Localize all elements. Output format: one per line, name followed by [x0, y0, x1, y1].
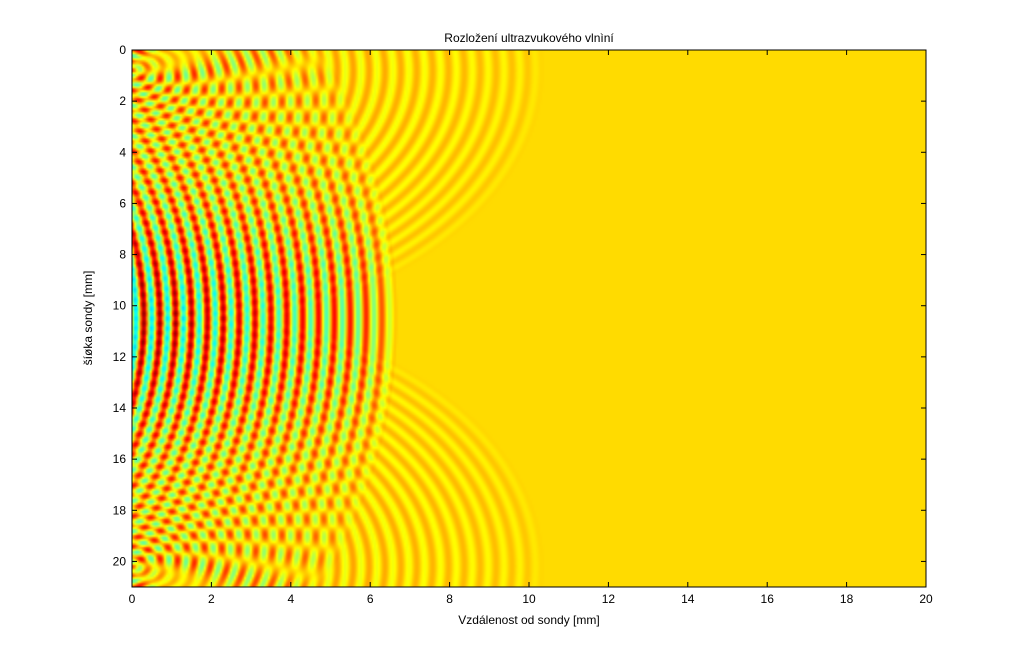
y-tick-label: 18	[113, 503, 127, 517]
x-tick-label: 20	[919, 592, 933, 606]
x-axis-ticks: 0 2 4 6 8 10 12 14 16 18 20	[129, 50, 933, 606]
x-tick-label: 8	[446, 592, 453, 606]
y-axis-label: šíøka sondy [mm]	[81, 271, 95, 366]
x-tick-label: 14	[681, 592, 695, 606]
y-tick-label: 20	[113, 554, 127, 568]
x-tick-label: 10	[522, 592, 536, 606]
x-tick-label: 4	[287, 592, 294, 606]
x-tick-label: 6	[367, 592, 374, 606]
y-tick-label: 12	[113, 350, 127, 364]
y-tick-label: 4	[119, 145, 126, 159]
x-tick-label: 2	[208, 592, 215, 606]
plot-area	[131, 49, 927, 588]
y-tick-label: 10	[113, 299, 127, 313]
heatmap-image	[132, 50, 926, 587]
x-axis-label: Vzdálenost od sondy [mm]	[458, 613, 599, 627]
x-tick-label: 0	[129, 592, 136, 606]
chart-title: Rozložení ultrazvukového vlnìní	[444, 31, 614, 45]
y-axis-ticks: 0 2 4 6 8 10 12 14 16 18 20	[113, 43, 926, 568]
y-tick-label: 8	[119, 248, 126, 262]
x-tick-label: 18	[840, 592, 854, 606]
y-tick-label: 16	[113, 452, 127, 466]
y-tick-label: 14	[113, 401, 127, 415]
x-tick-label: 16	[761, 592, 775, 606]
y-tick-label: 6	[119, 196, 126, 210]
x-tick-label: 12	[602, 592, 616, 606]
y-tick-label: 0	[119, 43, 126, 57]
y-tick-label: 2	[119, 94, 126, 108]
